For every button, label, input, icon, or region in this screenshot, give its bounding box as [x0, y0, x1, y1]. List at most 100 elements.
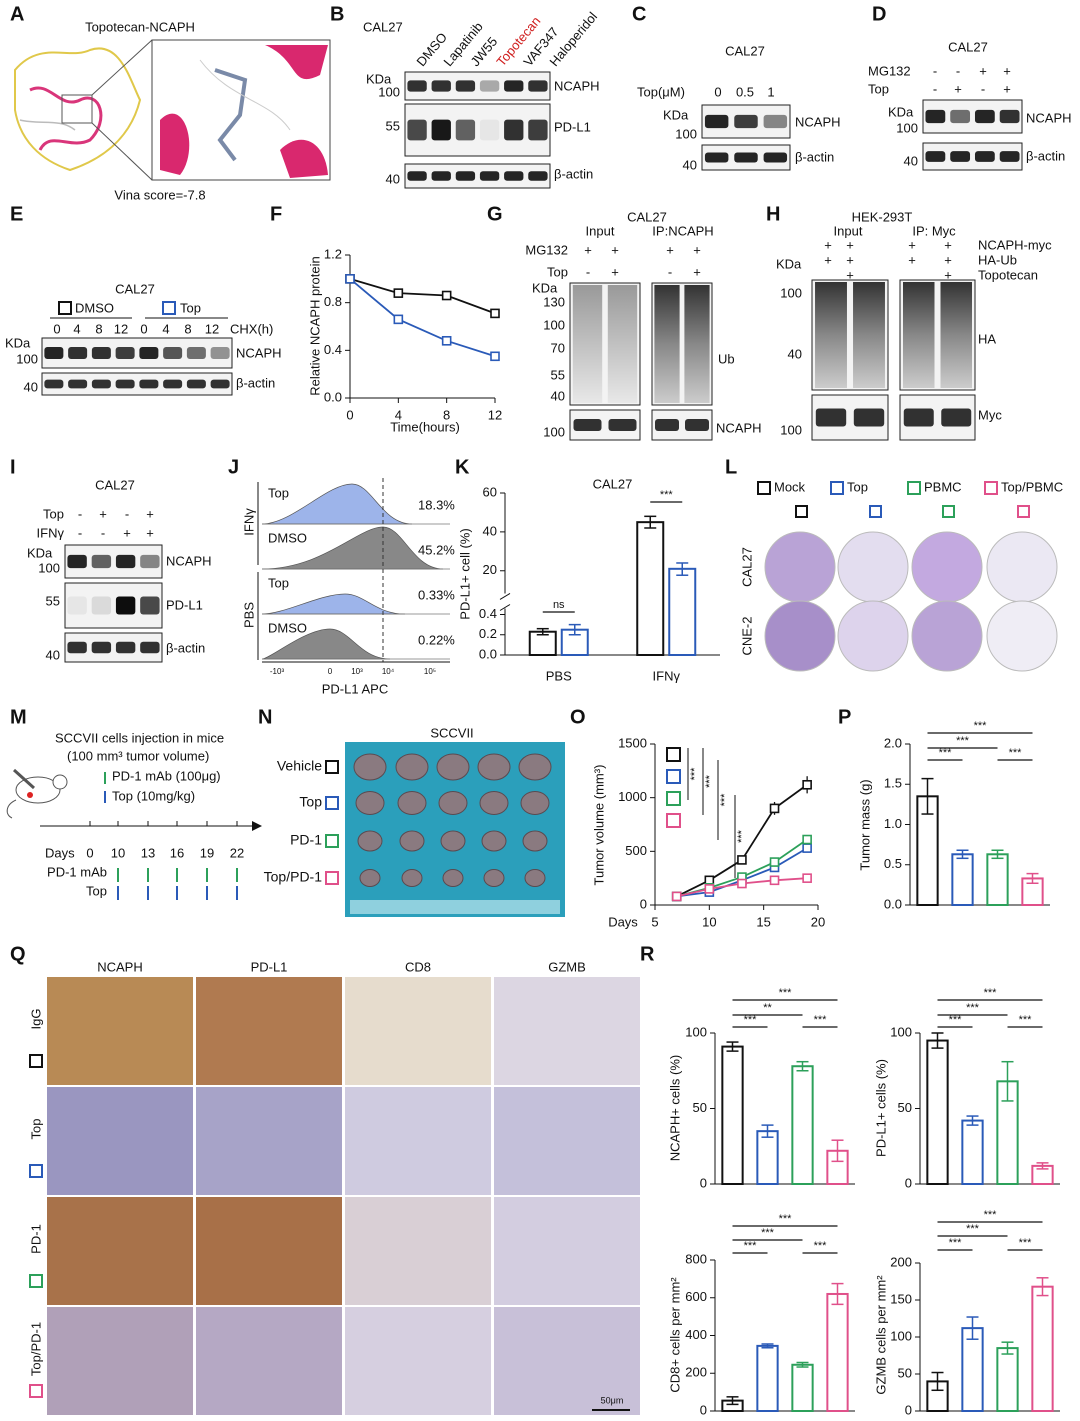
tumor — [359, 869, 381, 887]
label: NCAPH — [795, 114, 841, 129]
label: SCCVII — [430, 725, 473, 740]
label: β-actin — [554, 166, 593, 181]
label: CNE-2 — [739, 616, 754, 655]
label: PD-1 — [28, 1224, 43, 1254]
label: 0.33% — [418, 587, 455, 602]
label: 55 — [46, 593, 60, 608]
blot-band — [455, 80, 476, 92]
blot-band — [479, 119, 500, 141]
ihc-image — [345, 1197, 491, 1305]
blot-band — [815, 408, 847, 427]
tumor — [483, 869, 505, 887]
label: 22 — [230, 845, 244, 860]
label: NCAPH — [236, 345, 282, 360]
histogram — [261, 593, 406, 615]
x-tick-label: 5 — [651, 914, 658, 929]
significance: *** — [966, 1223, 980, 1235]
label: 100 — [896, 120, 918, 135]
marker — [441, 290, 452, 301]
label: 0 — [328, 667, 333, 676]
ihc-image — [196, 977, 342, 1085]
significance: *** — [984, 987, 998, 999]
label: 12 — [205, 321, 219, 336]
marker — [802, 873, 812, 883]
ihc-image — [494, 1087, 640, 1195]
blot-band — [504, 80, 524, 92]
tumor — [477, 753, 511, 781]
tumor — [353, 753, 387, 781]
label: 100 — [675, 126, 697, 141]
legend-square — [984, 481, 998, 495]
bar — [560, 628, 589, 656]
blot-band — [903, 408, 934, 427]
mouse-illustration — [6, 768, 68, 819]
blot — [404, 163, 551, 189]
label: - — [78, 525, 82, 540]
label: + — [846, 267, 854, 282]
label: + — [824, 252, 832, 267]
bar — [951, 853, 974, 906]
bar — [721, 1045, 744, 1185]
label: + — [1003, 63, 1011, 78]
marker — [769, 803, 780, 814]
blot — [404, 103, 551, 157]
blot-band — [528, 171, 548, 181]
blot-band — [734, 152, 758, 163]
label: + — [944, 237, 952, 252]
significance: *** — [704, 774, 716, 788]
label: PBMC — [924, 479, 962, 494]
y-tick-label: 1.5 — [884, 776, 902, 791]
legend-square — [795, 505, 808, 518]
label: Top — [268, 485, 289, 500]
legend-square — [830, 481, 844, 495]
x-tick-label: 20 — [811, 914, 825, 929]
panel-label: R — [640, 943, 655, 965]
label: Top — [268, 575, 289, 590]
significance: *** — [956, 735, 970, 747]
label: Vehicle — [277, 758, 322, 774]
label: - — [125, 506, 129, 521]
structure-image — [14, 39, 331, 181]
bar — [791, 1065, 814, 1185]
y-tick-label: 500 — [625, 843, 647, 858]
label: 100 — [16, 351, 38, 366]
significance: *** — [984, 1209, 998, 1221]
legend-square — [907, 481, 921, 495]
y-tick-label: 0.0 — [884, 896, 902, 911]
significance: ** — [763, 1002, 772, 1014]
label: Top(μM) — [637, 84, 685, 99]
legend-square — [29, 1054, 43, 1068]
y-tick-label: 50 — [898, 1100, 912, 1115]
ihc-image — [494, 1197, 640, 1305]
label: - — [101, 525, 105, 540]
x-tick-label: 0 — [346, 407, 353, 422]
blot-smear — [903, 282, 935, 388]
ihc-image — [494, 1307, 640, 1415]
blot-band — [479, 171, 500, 181]
label: + — [99, 506, 107, 521]
tumor — [355, 791, 385, 815]
bar — [826, 1292, 849, 1412]
blot-band — [91, 379, 111, 389]
blot-band — [704, 152, 729, 163]
blot-band — [68, 347, 88, 359]
label: Top/PD-1 — [264, 869, 323, 885]
label: Topotecan-NCAPH — [85, 19, 195, 34]
label: CHX(h) — [230, 321, 273, 336]
blot-band — [950, 151, 971, 162]
marker — [393, 288, 404, 298]
y-tick-label: 0 — [700, 1402, 707, 1417]
blot-band — [407, 119, 427, 141]
y-axis-label: NCAPH+ cells (%) — [667, 1055, 682, 1162]
blot-band — [163, 379, 183, 389]
label: 8 — [184, 321, 191, 336]
label: Ub — [718, 351, 735, 366]
blot-band — [407, 80, 427, 92]
y-tick-label: 0.4 — [324, 342, 342, 357]
blot-band — [210, 347, 230, 359]
label: GZMB — [548, 959, 586, 974]
label: - — [933, 63, 937, 78]
tumor — [399, 830, 425, 852]
y-tick-label: 600 — [685, 1289, 707, 1304]
